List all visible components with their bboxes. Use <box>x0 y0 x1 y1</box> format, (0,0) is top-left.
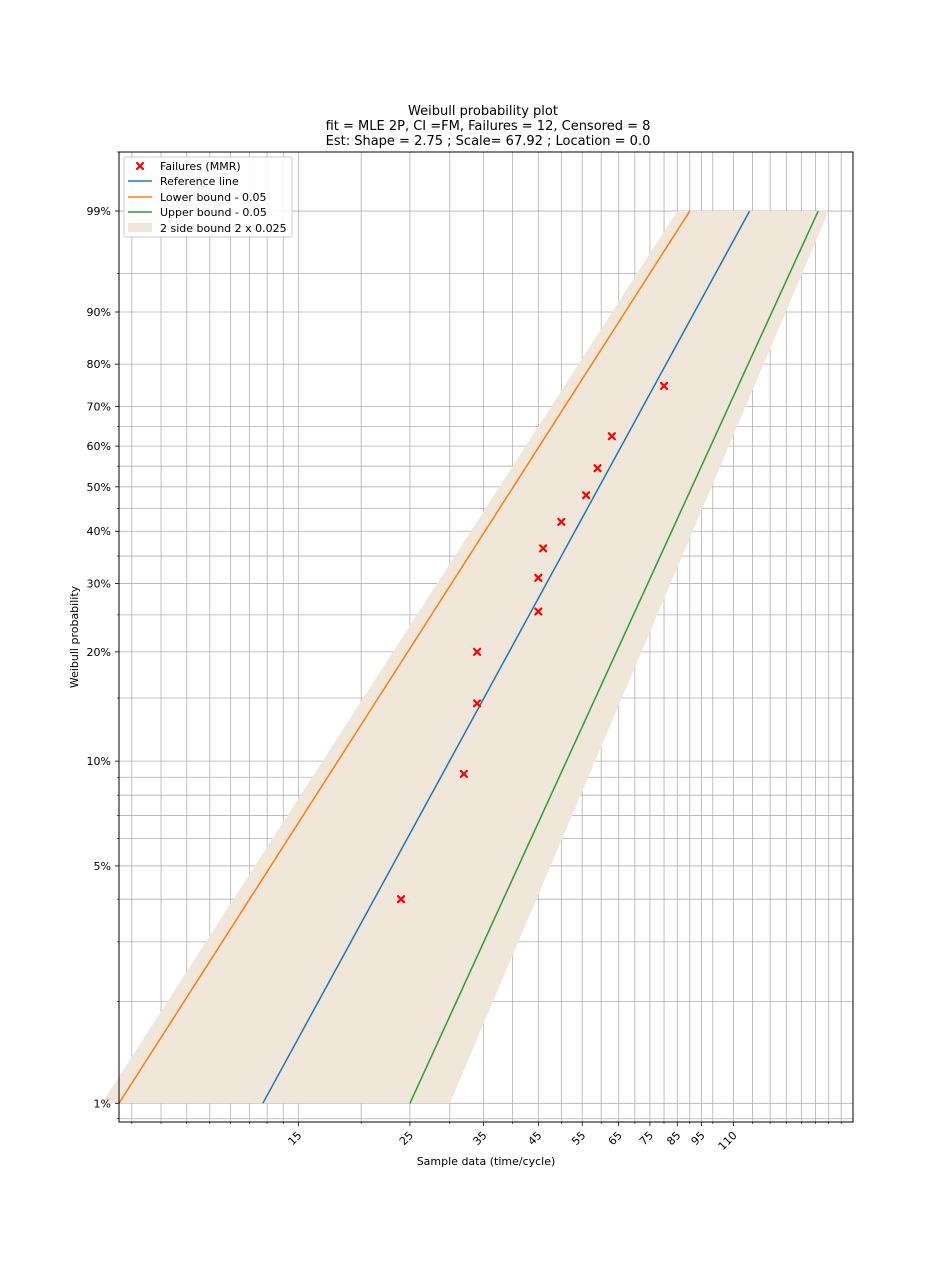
y-tick-label: 70% <box>87 400 111 413</box>
legend-box <box>123 156 293 238</box>
failure-point <box>473 699 482 708</box>
x-axis-label: Sample data (time/cycle) <box>417 1155 556 1168</box>
y-tick-label: 20% <box>87 646 111 659</box>
y-tick-label: 10% <box>87 755 111 768</box>
upper-bound-line <box>409 210 819 1104</box>
failure-point <box>607 432 616 441</box>
y-tick-label: 30% <box>87 578 111 591</box>
lower-bound-line <box>118 210 691 1104</box>
failure-point <box>396 895 406 904</box>
reference-line <box>262 210 751 1104</box>
failure-point <box>557 517 566 526</box>
failure-point <box>473 647 482 656</box>
chart-title: Weibull probability plot fit = MLE 2P, C… <box>326 104 651 149</box>
legend-label-upper-bound: Upper bound - 0.05 <box>160 206 267 219</box>
chart-title-line-3: Est: Shape = 2.75 ; Scale= 67.92 ; Locat… <box>326 134 651 149</box>
legend: Failures (MMR) Reference line Lower boun… <box>123 156 293 238</box>
failure-point <box>659 381 669 390</box>
failure-point <box>534 607 543 616</box>
legend-marker-failures <box>135 161 145 171</box>
failure-point <box>582 491 591 500</box>
failure-points <box>396 381 669 904</box>
y-tick-label: 50% <box>87 481 111 494</box>
y-axis-label: Weibull probability <box>68 585 81 688</box>
failure-point <box>539 544 548 553</box>
failure-point <box>534 573 543 582</box>
confidence-band-area <box>101 211 829 1104</box>
failure-point <box>459 769 468 778</box>
legend-label-band: 2 side bound 2 x 0.025 <box>160 222 287 235</box>
y-tick-label: 5% <box>94 860 111 873</box>
y-tick-label: 40% <box>87 525 111 538</box>
chart-title-line-2: fit = MLE 2P, CI =FM, Failures = 12, Cen… <box>326 119 651 134</box>
failure-point <box>593 464 602 473</box>
y-tick-label: 99% <box>87 205 111 218</box>
plot-frame <box>118 151 854 1123</box>
confidence-band <box>101 211 829 1104</box>
legend-label-lower-bound: Lower bound - 0.05 <box>160 191 267 204</box>
legend-swatch-band <box>128 223 152 232</box>
y-tick-label: 1% <box>94 1097 111 1110</box>
plot-area <box>101 151 854 1123</box>
y-tick-label: 60% <box>87 440 111 453</box>
legend-label-reference: Reference line <box>160 175 239 188</box>
y-tick-label: 80% <box>87 358 111 371</box>
chart-title-line-1: Weibull probability plot <box>408 104 558 119</box>
legend-label-failures: Failures (MMR) <box>160 160 241 173</box>
fit-lines <box>118 210 819 1104</box>
y-tick-label: 90% <box>87 306 111 319</box>
